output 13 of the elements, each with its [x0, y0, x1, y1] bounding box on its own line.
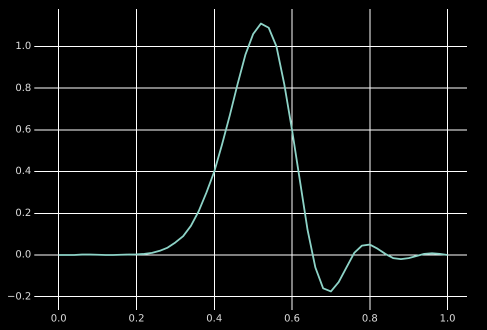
y-tick-label: 1.0 — [15, 41, 32, 52]
y-tick-label: 0.2 — [15, 208, 32, 219]
y-tick-label: −0.2 — [6, 291, 32, 302]
y-tick-label: 0.4 — [15, 166, 32, 178]
x-tick-label: 1.0 — [440, 314, 456, 325]
x-tick-label: 0.0 — [50, 314, 67, 325]
x-tick-label: 0.4 — [206, 314, 222, 325]
y-tick-label: 0.6 — [15, 124, 32, 136]
x-tick-label: 0.2 — [128, 314, 144, 325]
x-tick-label: 0.6 — [284, 314, 300, 325]
y-tick-label: 0.8 — [15, 82, 32, 94]
y-tick-label: 0.0 — [15, 250, 32, 261]
x-tick-label: 0.8 — [362, 314, 378, 325]
